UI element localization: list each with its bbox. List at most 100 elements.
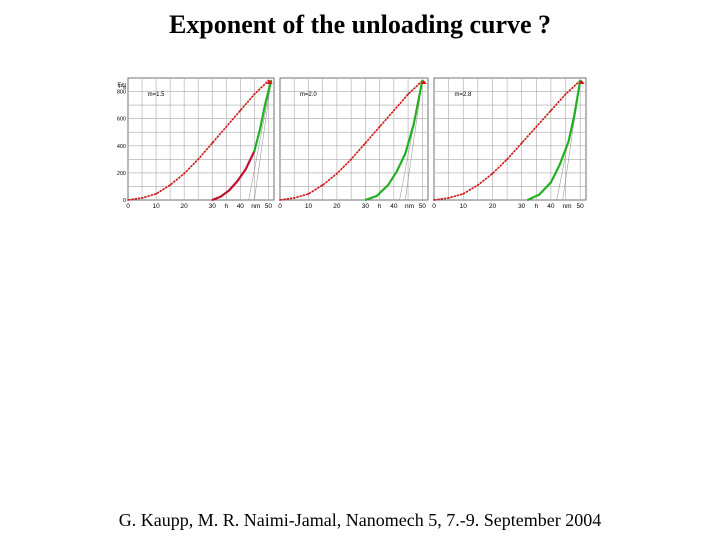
unloading-fit-point bbox=[412, 123, 415, 125]
y-tick-label: 600 bbox=[117, 117, 126, 123]
loading-point bbox=[535, 125, 538, 128]
loading-point bbox=[462, 193, 465, 195]
y-tick-label: 800 bbox=[117, 90, 126, 96]
unloading-point bbox=[211, 199, 214, 201]
unloading-fit-point bbox=[526, 199, 529, 201]
x-axis-h-label: h bbox=[534, 203, 538, 210]
loading-point bbox=[169, 184, 172, 186]
unloading-point bbox=[228, 189, 230, 192]
loading-point bbox=[155, 193, 157, 195]
unloading-fit-curve bbox=[253, 80, 273, 152]
loading-point bbox=[378, 125, 381, 128]
x-tick-label: 30 bbox=[362, 203, 370, 210]
loading-point bbox=[197, 158, 200, 161]
y-tick-label: 200 bbox=[117, 171, 126, 177]
x-axis-unit-label: nm bbox=[405, 203, 414, 210]
citation: G. Kaupp, M. R. Naimi-Jamal, Nanomech 5,… bbox=[118, 510, 602, 530]
unloading-fit-point bbox=[573, 115, 576, 117]
x-axis-unit-label: nm bbox=[562, 203, 571, 210]
loading-point bbox=[253, 93, 256, 96]
unloading-point bbox=[236, 180, 239, 182]
loading-point bbox=[433, 199, 435, 201]
loading-point bbox=[239, 109, 242, 112]
x-tick-label: 10 bbox=[305, 203, 313, 210]
x-axis-h-label: h bbox=[224, 203, 228, 210]
chart-panel-2: 0 10 20 30 40 50 h nm m=2.0 bbox=[278, 77, 429, 210]
loading-point bbox=[364, 142, 367, 144]
unloading-fit-point bbox=[421, 79, 424, 82]
y-axis-symbol-subscript: N bbox=[123, 85, 126, 90]
y-tick-label: 400 bbox=[117, 144, 126, 150]
unloading-fit-point bbox=[579, 79, 582, 82]
loading-point bbox=[267, 79, 270, 82]
y-axis-symbol-label: F bbox=[117, 83, 121, 89]
x-tick-label: 0 bbox=[278, 203, 282, 210]
x-tick-label: 50 bbox=[265, 203, 273, 210]
x-tick-label: 0 bbox=[126, 203, 130, 210]
unloading-fit-point bbox=[387, 184, 390, 186]
exponent-annotation: m=2.8 bbox=[454, 92, 472, 98]
x-tick-label: 10 bbox=[152, 203, 160, 210]
y-tick-label: 0 bbox=[123, 198, 126, 204]
unloading-fit-point bbox=[550, 181, 552, 184]
x-tick-label: 40 bbox=[390, 203, 398, 210]
loading-point bbox=[321, 184, 324, 186]
unloading-fit-point bbox=[404, 153, 407, 155]
y-axis-unit-label: μN bbox=[119, 83, 126, 89]
loading-point bbox=[564, 93, 567, 96]
loading-point bbox=[127, 199, 129, 201]
unloading-fit-point bbox=[538, 193, 541, 196]
loading-point bbox=[183, 172, 186, 175]
x-tick-label: 0 bbox=[432, 203, 436, 210]
unloading-fit-point bbox=[264, 101, 267, 104]
x-tick-label: 20 bbox=[181, 203, 189, 210]
x-axis-h-label: h bbox=[378, 203, 382, 210]
slide-title: Exponent of the unloading curve ? bbox=[168, 10, 552, 39]
loading-point bbox=[225, 125, 228, 128]
unloading-fit-point bbox=[259, 128, 261, 131]
unloading-curve bbox=[211, 150, 256, 202]
loading-point bbox=[293, 197, 296, 199]
unloading-fit-point bbox=[364, 199, 367, 201]
plot-frame bbox=[127, 77, 275, 201]
x-tick-label: 10 bbox=[460, 203, 468, 210]
x-tick-label: 40 bbox=[547, 203, 555, 210]
peak-load-marker bbox=[420, 80, 427, 85]
exponent-annotation: m=1.5 bbox=[148, 92, 166, 98]
loading-point bbox=[506, 158, 508, 161]
loading-point bbox=[350, 158, 353, 161]
x-tick-label: 40 bbox=[237, 203, 245, 210]
unloading-fit-point bbox=[270, 79, 273, 82]
loading-point bbox=[141, 197, 143, 199]
exponent-annotation: m=2.0 bbox=[300, 92, 318, 98]
loading-point bbox=[520, 142, 523, 144]
unloading-fit-point bbox=[567, 140, 570, 143]
tangent-guide-line bbox=[248, 80, 272, 201]
loading-point bbox=[407, 93, 409, 96]
loading-point bbox=[447, 197, 450, 199]
peak-load-marker bbox=[578, 80, 585, 85]
unloading-fit-point bbox=[558, 163, 561, 166]
x-tick-label: 20 bbox=[489, 203, 497, 210]
tangent-guide-line bbox=[254, 80, 272, 201]
x-tick-label: 50 bbox=[419, 203, 427, 210]
loading-point bbox=[211, 142, 214, 144]
loading-point bbox=[336, 172, 338, 175]
loading-point bbox=[279, 199, 281, 201]
unloading-point bbox=[245, 167, 247, 170]
unloading-fit-point bbox=[395, 170, 398, 173]
x-axis-unit-label: nm bbox=[251, 203, 260, 210]
x-tick-label: 50 bbox=[577, 203, 585, 210]
loading-point bbox=[392, 109, 395, 112]
chart-panel-3: 0 10 20 30 40 50 h nm m=2.8 bbox=[432, 77, 587, 210]
loading-point bbox=[307, 193, 310, 195]
x-tick-label: 30 bbox=[518, 203, 526, 210]
peak-load-marker bbox=[266, 80, 273, 85]
loading-point bbox=[550, 109, 552, 112]
x-tick-label: 20 bbox=[333, 203, 341, 210]
unloading-point bbox=[219, 195, 222, 198]
unloading-fit-point bbox=[253, 150, 256, 153]
